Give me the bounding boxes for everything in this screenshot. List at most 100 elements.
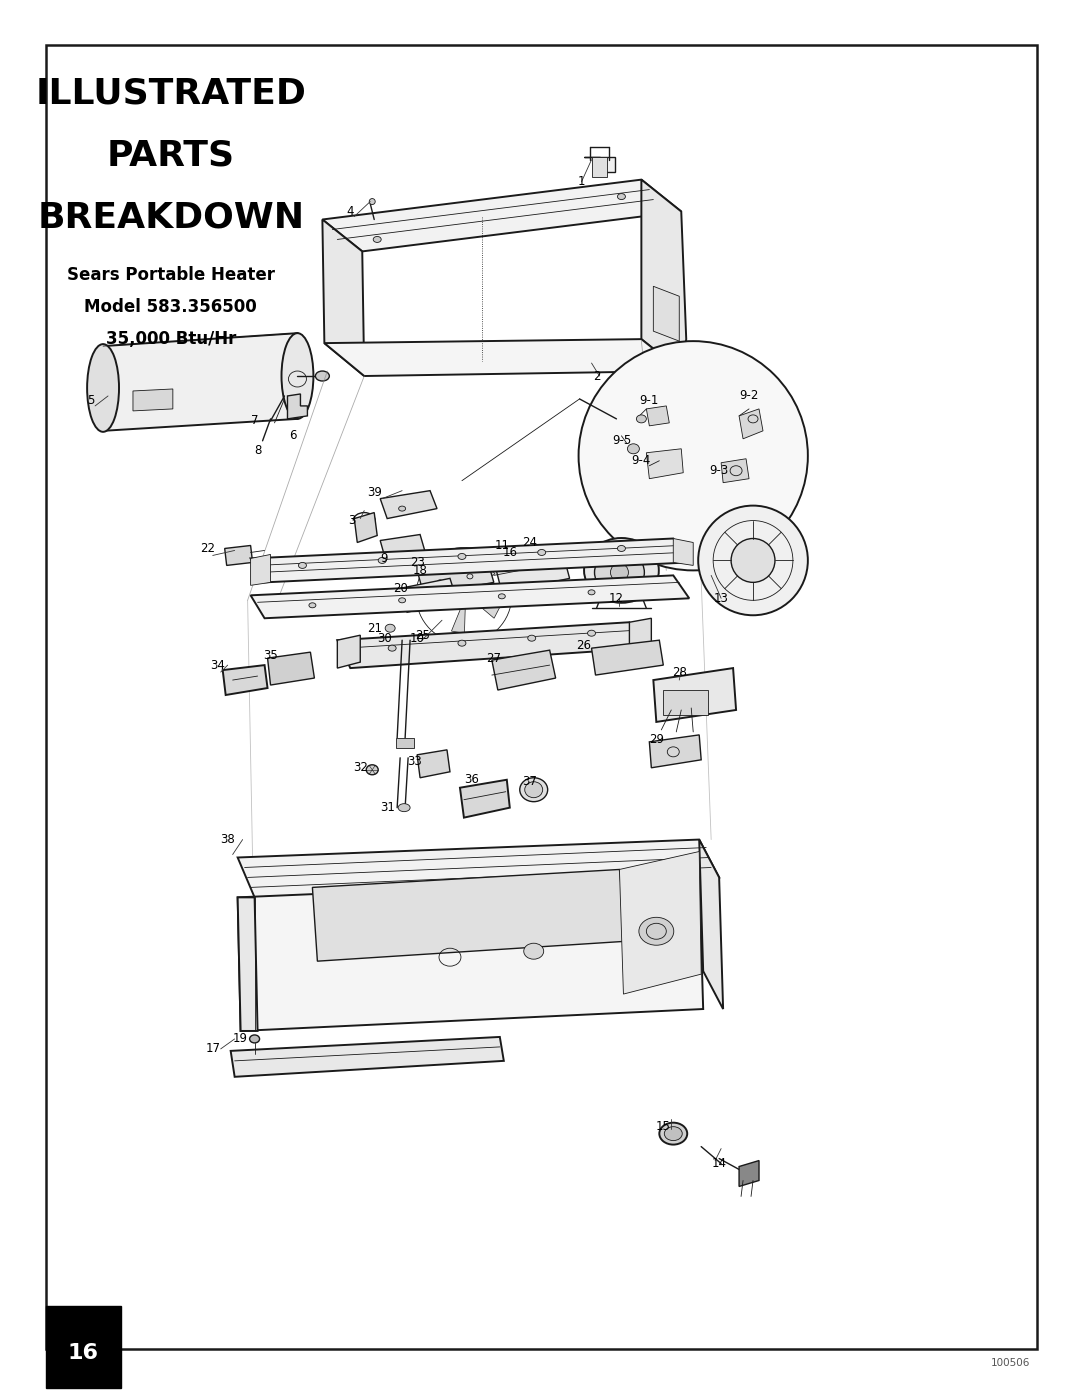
- Ellipse shape: [392, 552, 402, 559]
- Polygon shape: [103, 332, 297, 430]
- Text: 33: 33: [407, 756, 421, 768]
- Text: 5: 5: [87, 394, 95, 408]
- Text: 39: 39: [367, 486, 381, 499]
- Polygon shape: [642, 180, 686, 372]
- Ellipse shape: [636, 415, 646, 423]
- Polygon shape: [133, 388, 173, 411]
- Text: 14: 14: [712, 1157, 727, 1171]
- Text: 38: 38: [220, 833, 235, 847]
- Text: 28: 28: [672, 665, 687, 679]
- Polygon shape: [465, 564, 495, 591]
- Polygon shape: [251, 555, 270, 585]
- Ellipse shape: [369, 198, 375, 204]
- Ellipse shape: [399, 506, 406, 511]
- Text: 9-1: 9-1: [639, 394, 659, 408]
- Text: 23: 23: [409, 556, 424, 569]
- Polygon shape: [251, 576, 689, 619]
- Text: PARTS: PARTS: [107, 138, 235, 173]
- Polygon shape: [337, 622, 644, 668]
- Polygon shape: [739, 1161, 759, 1186]
- Polygon shape: [699, 840, 724, 1009]
- Text: 32: 32: [353, 761, 367, 774]
- Text: 9-2: 9-2: [740, 390, 759, 402]
- Polygon shape: [417, 750, 450, 778]
- Text: 9-5: 9-5: [611, 434, 631, 447]
- Polygon shape: [337, 636, 361, 668]
- Circle shape: [698, 506, 808, 615]
- Ellipse shape: [315, 372, 329, 381]
- Text: 13: 13: [714, 592, 729, 605]
- Ellipse shape: [627, 444, 639, 454]
- Text: 16: 16: [68, 1343, 98, 1363]
- Polygon shape: [268, 652, 314, 685]
- Text: 29: 29: [649, 733, 664, 746]
- Polygon shape: [322, 219, 364, 376]
- Text: 1: 1: [578, 175, 585, 189]
- Text: 8: 8: [254, 444, 261, 457]
- Ellipse shape: [639, 918, 674, 946]
- Ellipse shape: [386, 624, 395, 633]
- Polygon shape: [442, 559, 461, 592]
- Polygon shape: [354, 513, 377, 542]
- Text: 21: 21: [367, 622, 381, 634]
- Ellipse shape: [249, 1035, 259, 1044]
- Bar: [663, 690, 708, 715]
- Polygon shape: [630, 619, 651, 648]
- Ellipse shape: [525, 782, 542, 798]
- Polygon shape: [721, 458, 750, 483]
- Polygon shape: [238, 840, 719, 897]
- Ellipse shape: [659, 1123, 687, 1144]
- Ellipse shape: [388, 645, 396, 651]
- Text: 4: 4: [347, 205, 354, 218]
- Ellipse shape: [374, 236, 381, 243]
- Text: 25: 25: [415, 629, 430, 641]
- Text: 18: 18: [413, 564, 428, 577]
- Polygon shape: [646, 448, 684, 479]
- Ellipse shape: [309, 602, 315, 608]
- Polygon shape: [238, 877, 703, 1031]
- Polygon shape: [739, 409, 762, 439]
- Text: 20: 20: [393, 581, 407, 595]
- Circle shape: [579, 341, 808, 570]
- Polygon shape: [400, 578, 457, 612]
- Text: 26: 26: [576, 638, 591, 651]
- Text: 11: 11: [495, 539, 510, 552]
- Polygon shape: [653, 286, 679, 341]
- Polygon shape: [583, 156, 616, 172]
- Ellipse shape: [87, 344, 119, 432]
- Text: 6: 6: [288, 429, 296, 443]
- Polygon shape: [312, 869, 626, 961]
- Text: 37: 37: [523, 775, 537, 788]
- Polygon shape: [238, 897, 258, 1031]
- Ellipse shape: [524, 943, 543, 960]
- Text: 9-3: 9-3: [710, 464, 729, 478]
- Polygon shape: [451, 601, 465, 633]
- Polygon shape: [620, 852, 701, 995]
- Polygon shape: [222, 665, 268, 696]
- Ellipse shape: [584, 538, 659, 602]
- Circle shape: [456, 587, 472, 604]
- Polygon shape: [324, 339, 681, 376]
- Ellipse shape: [366, 764, 378, 775]
- Polygon shape: [646, 407, 670, 426]
- Ellipse shape: [538, 549, 545, 556]
- Ellipse shape: [298, 563, 307, 569]
- Circle shape: [731, 538, 775, 583]
- Text: 10: 10: [409, 631, 424, 644]
- Ellipse shape: [610, 563, 629, 581]
- Polygon shape: [417, 559, 494, 595]
- Text: 12: 12: [609, 592, 624, 605]
- Ellipse shape: [399, 803, 410, 812]
- Text: BREAKDOWN: BREAKDOWN: [38, 201, 305, 235]
- Polygon shape: [225, 545, 253, 566]
- Text: 34: 34: [211, 658, 225, 672]
- Ellipse shape: [378, 557, 387, 563]
- Polygon shape: [653, 668, 737, 722]
- Polygon shape: [380, 535, 427, 566]
- Polygon shape: [592, 640, 663, 675]
- Text: 27: 27: [486, 651, 501, 665]
- Polygon shape: [649, 735, 701, 768]
- Text: 3: 3: [349, 514, 356, 527]
- Ellipse shape: [588, 630, 595, 636]
- Text: 7: 7: [251, 415, 258, 427]
